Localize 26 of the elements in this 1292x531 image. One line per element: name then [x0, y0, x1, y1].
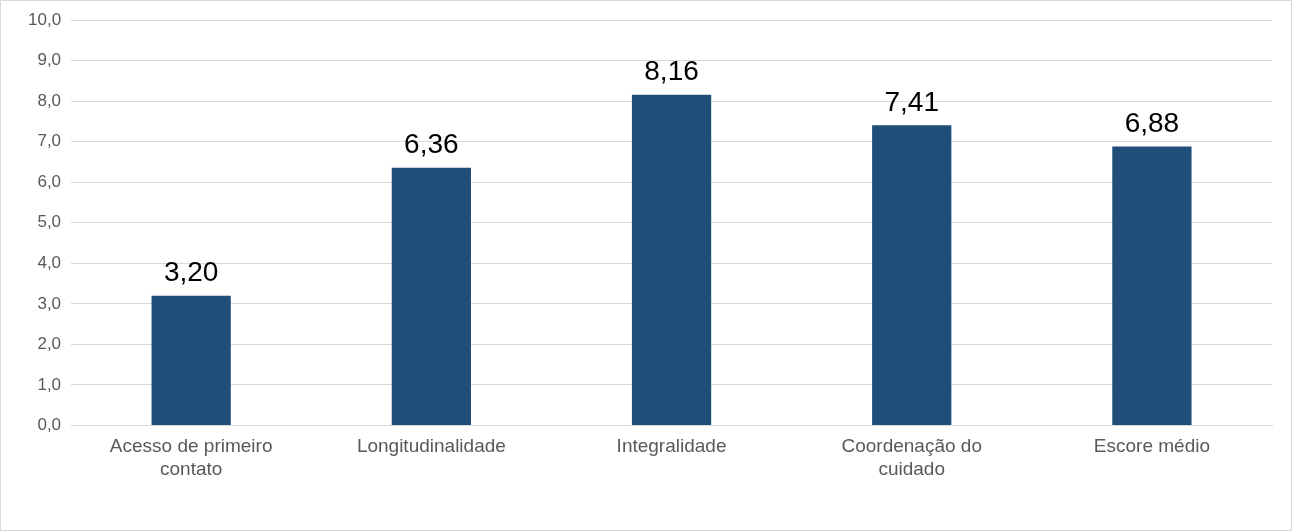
data-label: 7,41 — [884, 85, 939, 117]
x-tick-label: Longitudinalidade — [356, 435, 506, 457]
y-tick-label: 1,0 — [37, 374, 62, 394]
data-label: 3,20 — [163, 256, 219, 288]
bar — [391, 167, 471, 425]
bar — [872, 125, 952, 425]
y-tick-label: 8,0 — [37, 90, 62, 110]
data-label: 6,36 — [404, 128, 459, 160]
x-tick-label: Coordenação do cuidado — [841, 435, 982, 479]
x-tick-label: Escore médio — [1093, 435, 1210, 457]
x-tick-label: Acesso de primeiro contato — [109, 435, 273, 479]
y-tick-label: 9,0 — [37, 50, 62, 70]
bar — [631, 94, 712, 425]
data-label: 8,16 — [644, 55, 699, 87]
y-tick-label: 10,0 — [27, 9, 62, 29]
x-tick-label: Integralidade — [616, 435, 727, 457]
y-tick-label: 7,0 — [37, 131, 62, 151]
y-tick-label: 5,0 — [37, 212, 62, 232]
y-tick-label: 6,0 — [37, 171, 62, 191]
data-label: 6,88 — [1124, 107, 1180, 139]
bar — [1112, 146, 1192, 425]
bar — [151, 295, 231, 425]
y-tick-label: 3,0 — [37, 293, 62, 313]
y-tick-label: 4,0 — [37, 253, 62, 273]
y-tick-label: 2,0 — [37, 334, 62, 354]
y-tick-label: 0,0 — [37, 415, 62, 435]
